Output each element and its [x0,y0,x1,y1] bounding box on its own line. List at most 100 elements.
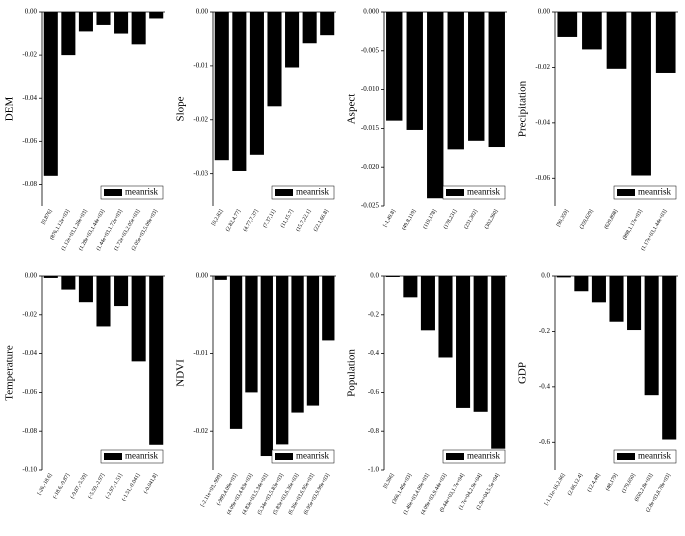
y-tick-label: 0.000 [363,8,379,16]
y-tick-label: -0.06 [535,174,550,182]
x-tick-label: [0,366] [382,472,395,489]
y-tick-label: -0.03 [193,169,208,177]
y-tick-label: -0.06 [22,137,37,145]
x-tick-label: (4.77,7.37] [242,208,260,233]
y-tick-label: -0.02 [193,427,208,435]
bar [438,276,453,358]
x-tick-label: (359,629] [578,208,595,230]
bar [61,276,76,290]
y-tick-label: -0.005 [361,46,380,54]
bar [606,12,627,69]
x-tick-label: [0,876] [40,208,53,225]
x-tick-label: [0,2.82] [211,208,225,226]
x-tick-label: (119,178] [421,208,438,230]
y-axis-label: NDVI [175,359,187,387]
x-tick-label: (1.17e+03,1.44e+03] [639,208,668,252]
x-tick-label: (302,360] [483,208,500,230]
y-tick-label: -0.02 [535,63,550,71]
legend-label: meanrisk [467,451,500,461]
bar [386,12,403,121]
bar [427,12,444,199]
panel: 0.000 -0.005 -0.010 -0.015 -0.020 -0.025 Aspec… [346,8,507,231]
bar [96,12,111,25]
y-axis-label: Temperature [4,345,16,401]
legend-swatch [104,189,122,196]
x-tick-label: (15.7,22.1] [294,208,312,233]
y-tick-label: 0.0 [370,272,379,280]
legend-swatch [446,189,464,196]
panel: 0.00 -0.02 -0.04 -0.06 -0.08 -0.10 Temperature… [4,272,165,502]
y-tick-label: -0.01 [193,61,208,69]
y-tick-label: 0.00 [25,272,38,280]
y-tick-label: -0.04 [22,94,37,102]
legend-label: meanrisk [125,451,158,461]
y-tick-label: -0.04 [22,349,37,357]
y-axis-label: Population [346,349,358,397]
x-tick-label: (-0.041,8] [142,472,159,495]
bar [249,12,264,155]
panel: 0.00 -0.01 -0.02 -0.03 Slope [0,2.82] (2.82,4.… [175,8,336,233]
y-axis-label: Slope [175,96,187,121]
bar [403,276,418,298]
x-tick-label: [-26,-18.6] [37,472,54,496]
y-tick-label: -0.2 [368,310,380,318]
bar [488,12,505,148]
y-tick-label: -0.4 [539,382,551,390]
y-tick-label: -0.08 [22,427,37,435]
legend-swatch [275,453,293,460]
legend-label: meanrisk [296,187,329,197]
x-tick-label: (-9.87,-5.59] [69,472,89,500]
x-tick-label: (179,650] [620,472,637,494]
legend-label: meanrisk [638,187,671,197]
x-tick-label: [-1.11e-16,2.66] [544,472,567,506]
y-tick-label: -0.4 [368,349,380,357]
bar [232,12,247,171]
y-tick-label: -0.015 [361,124,380,132]
x-tick-label: (12.4,48] [586,472,602,493]
y-tick-label: 0.00 [196,8,209,16]
bar [291,276,304,413]
y-tick-label: -0.06 [22,388,37,396]
bar [43,12,58,176]
bar [322,276,335,341]
bar [556,276,571,278]
bar [456,276,471,408]
y-tick-label: -0.8 [368,427,380,435]
bar [662,276,677,440]
bar [655,12,676,73]
y-tick-label: 0.0 [541,272,550,280]
bar [78,12,93,32]
legend-swatch [617,453,635,460]
bar [644,276,659,396]
legend-label: meanrisk [296,451,329,461]
bar [447,12,464,150]
panel: 0.00-0.01-0.02NDVI[-2.11e+03,-999](-999,… [175,272,336,516]
y-tick-label: 0.00 [196,272,209,280]
y-tick-label: -0.6 [368,388,380,396]
bar [420,276,435,331]
y-axis-label: Precipitation [517,80,529,137]
bar [468,12,485,141]
bar [320,12,335,36]
y-tick-label: -0.02 [22,310,37,318]
bar [78,276,93,303]
bar [131,276,146,362]
y-tick-label: -0.01 [193,349,208,357]
x-tick-label: (629,898] [602,208,619,230]
y-tick-label: -0.02 [22,51,37,59]
x-tick-label: (178,231] [442,208,459,230]
bar [385,276,400,277]
bar [149,276,164,445]
y-tick-label: -0.6 [539,438,551,446]
bar [276,276,289,445]
bar [245,276,258,393]
x-tick-label: (22.1,66.8] [312,208,330,233]
bar [229,276,243,429]
y-axis-label: Aspect [346,94,358,125]
bar [473,276,488,412]
panel: 0.00 -0.02 -0.04 -0.06 Precipitation [90,359]… [517,8,678,252]
x-tick-label: (49.8,119] [400,208,418,231]
bar [306,276,320,406]
bar [214,276,227,280]
